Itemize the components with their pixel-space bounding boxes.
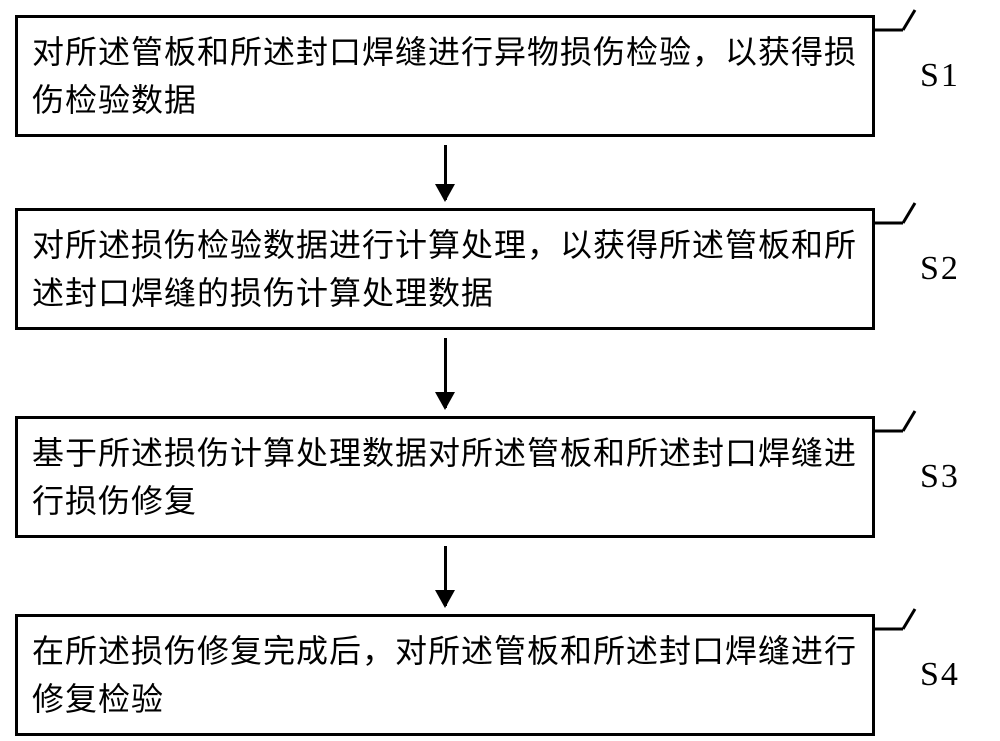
tick-mark-1 xyxy=(873,5,923,55)
step-label-3: S3 xyxy=(920,458,960,496)
arrow-1 xyxy=(444,145,447,200)
step-box-1: 对所述管板和所述封口焊缝进行异物损伤检验，以获得损伤检验数据 xyxy=(15,15,875,137)
arrow-3 xyxy=(444,546,447,606)
arrow-2 xyxy=(444,338,447,408)
step-group-3: 基于所述损伤计算处理数据对所述管板和所述封口焊缝进行损伤修复 S3 xyxy=(15,416,985,538)
step-group-4: 在所述损伤修复完成后，对所述管板和所述封口焊缝进行修复检验 S4 xyxy=(15,614,985,736)
arrow-container-2 xyxy=(15,330,875,416)
arrow-container-3 xyxy=(15,538,875,614)
tick-mark-3 xyxy=(873,406,923,456)
step-group-1: 对所述管板和所述封口焊缝进行异物损伤检验，以获得损伤检验数据 S1 xyxy=(15,15,985,137)
step-box-4: 在所述损伤修复完成后，对所述管板和所述封口焊缝进行修复检验 xyxy=(15,614,875,736)
step-group-2: 对所述损伤检验数据进行计算处理，以获得所述管板和所述封口焊缝的损伤计算处理数据 … xyxy=(15,208,985,330)
tick-mark-2 xyxy=(873,198,923,248)
arrow-container-1 xyxy=(15,137,875,208)
step-label-1: S1 xyxy=(920,57,960,95)
step-box-3: 基于所述损伤计算处理数据对所述管板和所述封口焊缝进行损伤修复 xyxy=(15,416,875,538)
tick-mark-4 xyxy=(873,604,923,654)
step-box-2: 对所述损伤检验数据进行计算处理，以获得所述管板和所述封口焊缝的损伤计算处理数据 xyxy=(15,208,875,330)
step-label-2: S2 xyxy=(920,250,960,288)
step-label-4: S4 xyxy=(920,656,960,694)
flowchart-container: 对所述管板和所述封口焊缝进行异物损伤检验，以获得损伤检验数据 S1 对所述损伤检… xyxy=(15,15,985,736)
